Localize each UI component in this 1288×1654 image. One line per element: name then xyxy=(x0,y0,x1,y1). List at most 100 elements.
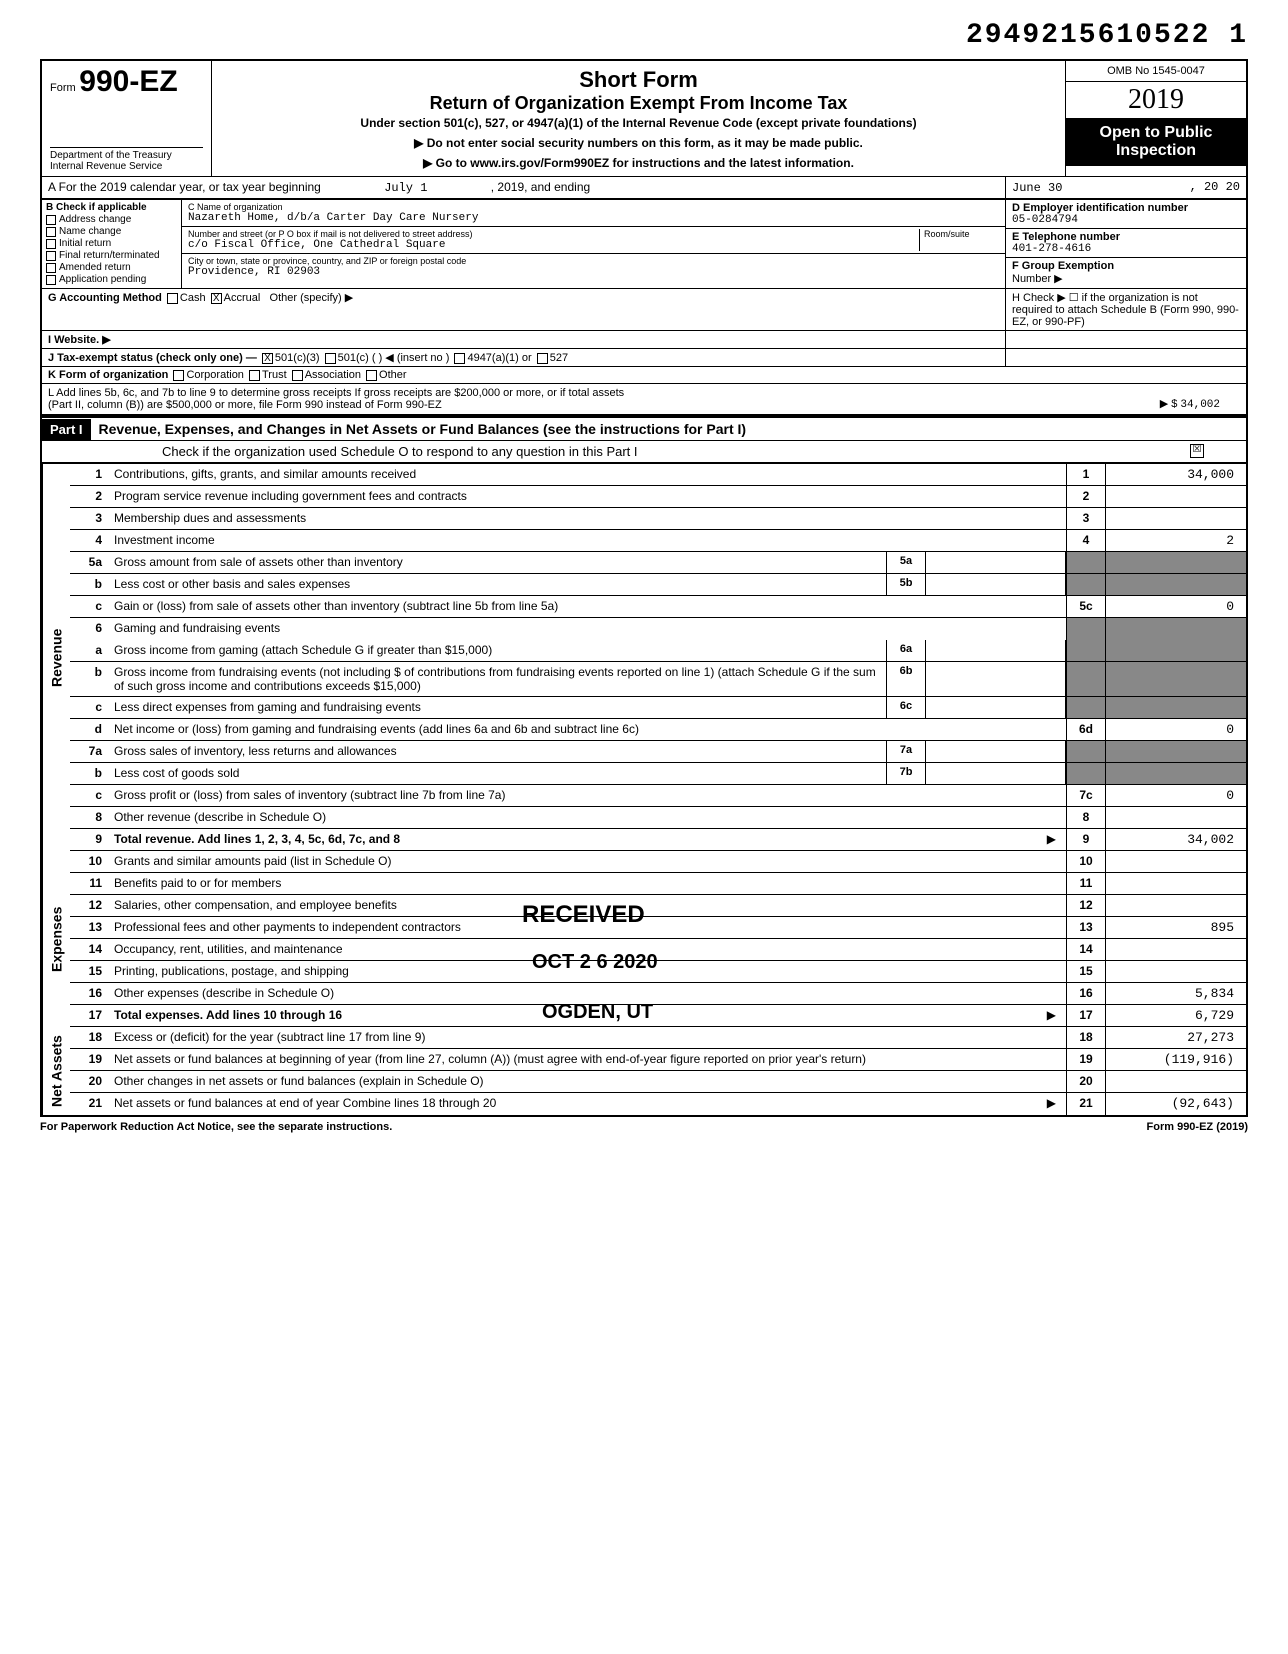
cb-pending[interactable] xyxy=(46,275,56,285)
ln7b: b xyxy=(70,763,110,784)
cb-assoc[interactable] xyxy=(292,370,303,381)
group-label: F Group Exemption xyxy=(1012,260,1240,272)
cb-amended-label: Amended return xyxy=(59,262,131,273)
org-city: Providence, RI 02903 xyxy=(188,266,999,278)
sh7b xyxy=(1066,763,1106,784)
cb-other-org[interactable] xyxy=(366,370,377,381)
sh6a xyxy=(1066,640,1106,661)
ln12: 12 xyxy=(70,895,110,916)
cb-name[interactable] xyxy=(46,227,56,237)
tax-year: 2019 xyxy=(1066,82,1246,118)
cal-mid: , 2019, and ending xyxy=(491,180,590,194)
cb-amended[interactable] xyxy=(46,263,56,273)
other-org-label: Other xyxy=(379,369,407,381)
form-header: Form 990-EZ Department of the Treasury I… xyxy=(40,59,1248,176)
l-amount: 34,002 xyxy=(1180,399,1240,411)
le12: 12 xyxy=(1066,895,1106,916)
ln19: 19 xyxy=(70,1049,110,1070)
shv7b xyxy=(1106,763,1246,784)
ln13: 13 xyxy=(70,917,110,938)
cb-corp[interactable] xyxy=(173,370,184,381)
cb-527[interactable] xyxy=(537,353,548,364)
lv6d: 0 xyxy=(1106,719,1246,740)
ld17: Total expenses. Add lines 10 through 16 xyxy=(114,1008,342,1022)
ld4: Investment income xyxy=(110,530,1066,551)
cb-final[interactable] xyxy=(46,251,56,261)
ld5b: Less cost or other basis and sales expen… xyxy=(110,574,886,595)
shv5a xyxy=(1106,552,1246,573)
le3: 3 xyxy=(1066,508,1106,529)
lv5c: 0 xyxy=(1106,596,1246,617)
le4: 4 xyxy=(1066,530,1106,551)
cash-label: Cash xyxy=(180,292,206,304)
mv7b xyxy=(926,763,1066,784)
omb: OMB No 1545-0047 xyxy=(1066,61,1246,82)
lv1: 34,000 xyxy=(1106,464,1246,485)
mv5a xyxy=(926,552,1066,573)
i-label: I Website. ▶ xyxy=(48,334,111,346)
ld7c: Gross profit or (loss) from sales of inv… xyxy=(110,785,1066,806)
cb-501c[interactable] xyxy=(325,353,336,364)
h-label: H Check ▶ ☐ if the organization is not r… xyxy=(1012,292,1239,328)
rows-g-k: G Accounting Method Cash XAccrual Other … xyxy=(40,289,1248,384)
ld6b: Gross income from fundraising events (no… xyxy=(110,662,886,696)
lv16: 5,834 xyxy=(1106,983,1246,1004)
lv21: (92,643) xyxy=(1106,1093,1246,1115)
le5c: 5c xyxy=(1066,596,1106,617)
ln11: 11 xyxy=(70,873,110,894)
lv8 xyxy=(1106,807,1246,828)
ld7a: Gross sales of inventory, less returns a… xyxy=(110,741,886,762)
cb-trust[interactable] xyxy=(249,370,260,381)
lv11 xyxy=(1106,873,1246,894)
ld9: Total revenue. Add lines 1, 2, 3, 4, 5c,… xyxy=(114,832,400,846)
ld10: Grants and similar amounts paid (list in… xyxy=(110,851,1066,872)
cb-pending-label: Application pending xyxy=(59,274,146,285)
cb-4947[interactable] xyxy=(454,353,465,364)
check-sched-text: Check if the organization used Schedule … xyxy=(162,444,638,459)
le21: 21 xyxy=(1066,1093,1106,1115)
revenue-label: Revenue xyxy=(42,464,70,851)
cb-name-label: Name change xyxy=(59,226,121,237)
le20: 20 xyxy=(1066,1071,1106,1092)
ln15: 15 xyxy=(70,961,110,982)
shv7a xyxy=(1106,741,1246,762)
ein: 05-0284794 xyxy=(1012,214,1240,226)
mb6b: 6b xyxy=(886,662,926,696)
mv5b xyxy=(926,574,1066,595)
le6d: 6d xyxy=(1066,719,1106,740)
ld19: Net assets or fund balances at beginning… xyxy=(110,1049,1066,1070)
lv7c: 0 xyxy=(1106,785,1246,806)
col-b-header: B Check if applicable xyxy=(46,202,177,213)
name-label: C Name of organization xyxy=(188,202,999,212)
ln6b: b xyxy=(70,662,110,696)
ln2: 2 xyxy=(70,486,110,507)
instr-2: ▶ Go to www.irs.gov/Form990EZ for instru… xyxy=(222,156,1055,170)
cb-cash[interactable] xyxy=(167,293,178,304)
le9: 9 xyxy=(1066,829,1106,850)
mv6a xyxy=(926,640,1066,661)
net-assets-label: Net Assets xyxy=(42,1027,70,1115)
ld18: Excess or (deficit) for the year (subtra… xyxy=(110,1027,1066,1048)
cb-501c3[interactable]: X xyxy=(262,353,273,364)
lv12 xyxy=(1106,895,1246,916)
stamp-date: OCT 2 6 2020 xyxy=(532,951,658,974)
cb-initial[interactable] xyxy=(46,239,56,249)
527-label: 527 xyxy=(550,352,568,364)
row-a: A For the 2019 calendar year, or tax yea… xyxy=(40,176,1248,198)
begin-date: July 1 xyxy=(324,181,487,195)
org-name: Nazareth Home, d/b/a Carter Day Care Nur… xyxy=(188,212,999,224)
sh7a xyxy=(1066,741,1106,762)
ln20: 20 xyxy=(70,1071,110,1092)
lv2 xyxy=(1106,486,1246,507)
mv7a xyxy=(926,741,1066,762)
accrual-label: Accrual xyxy=(224,292,261,304)
k-label: K Form of organization xyxy=(48,369,168,381)
j-label: J Tax-exempt status (check only one) — xyxy=(48,352,257,364)
cb-address[interactable] xyxy=(46,215,56,225)
cb-accrual[interactable]: X xyxy=(211,293,222,304)
ld1: Contributions, gifts, grants, and simila… xyxy=(110,464,1066,485)
le8: 8 xyxy=(1066,807,1106,828)
ln3: 3 xyxy=(70,508,110,529)
cb-sched-o[interactable]: ☒ xyxy=(1190,444,1204,458)
le16: 16 xyxy=(1066,983,1106,1004)
